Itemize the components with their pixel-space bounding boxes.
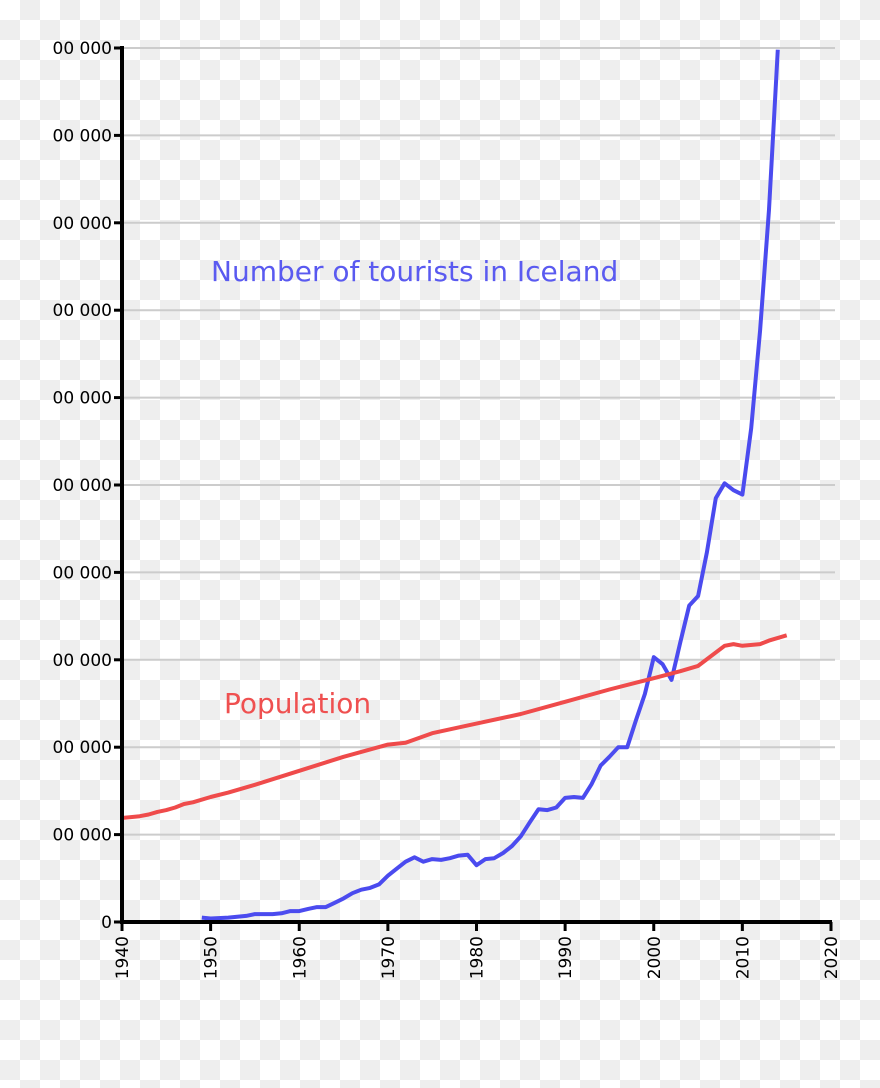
- series-lines: [121, 49, 788, 921]
- x-tick-label: 1990: [556, 936, 576, 979]
- y-tick-label: 0: [101, 913, 112, 933]
- y-tick-label: 00 000: [53, 476, 112, 496]
- population-line: [121, 633, 788, 820]
- y-tick-label: 00 000: [53, 39, 112, 59]
- x-tick-label: 1950: [202, 936, 222, 979]
- axes: [114, 46, 833, 931]
- x-tick-label: 1960: [290, 936, 310, 979]
- y-tick-label: 00 000: [53, 214, 112, 234]
- y-axis-labels: 0 00 000 00 000 00 000 00 000 00 000 00 000 00 …: [53, 39, 112, 933]
- y-tick-label: 00 000: [53, 301, 112, 321]
- x-tick-label: 2020: [822, 936, 842, 979]
- series-label-tourists: Number of tourists in Iceland: [211, 255, 618, 288]
- x-axis-labels: 1940 1950 1960 1970 1980 1990 2000 2010 2020: [113, 936, 842, 979]
- y-tick-label: 00 000: [53, 563, 112, 583]
- x-tick-label: 1970: [379, 936, 399, 979]
- tourists-line: [201, 49, 780, 921]
- series-label-population: Population: [224, 687, 371, 720]
- x-tick-label: 2000: [645, 936, 665, 979]
- y-tick-label: 00 000: [53, 126, 112, 146]
- x-tick-label: 1980: [468, 936, 488, 979]
- y-tick-label: 00 000: [53, 651, 112, 671]
- y-tick-label: 00 000: [53, 738, 112, 758]
- y-tick-label: 00 000: [53, 826, 112, 846]
- y-tick-label: 00 000: [53, 389, 112, 409]
- x-tick-label: 1940: [113, 936, 133, 979]
- grid-lines: [122, 47, 835, 836]
- x-tick-label: 2010: [733, 936, 753, 979]
